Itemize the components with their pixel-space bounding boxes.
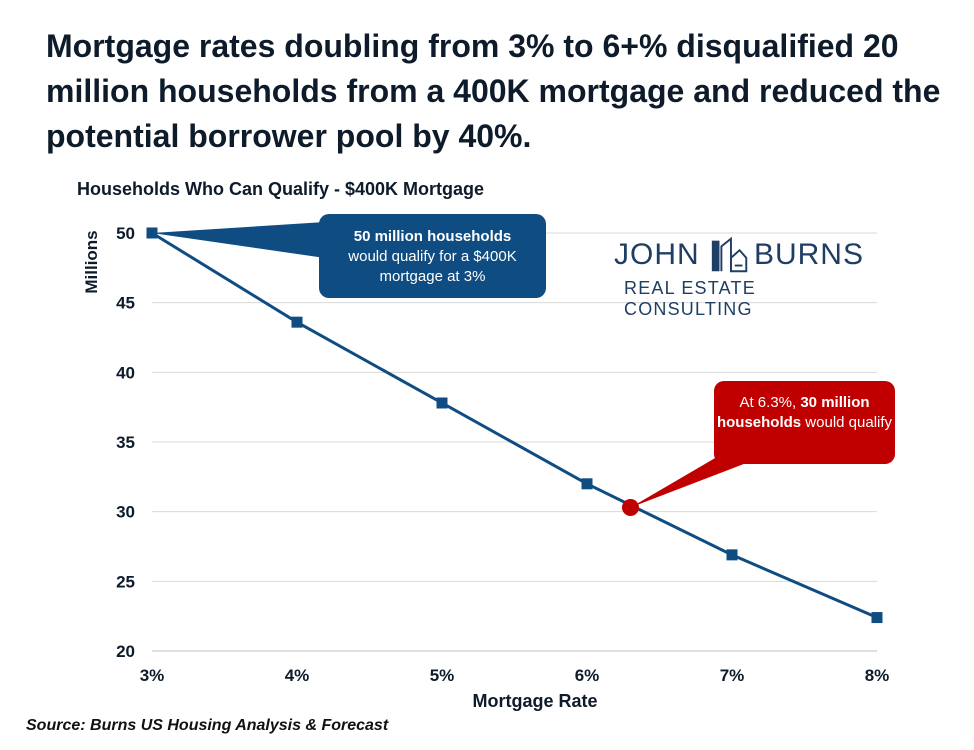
data-point-marker <box>291 316 303 328</box>
y-tick-label: 35 <box>116 433 135 452</box>
callout-50-million: 50 million households would qualify for … <box>319 214 546 298</box>
y-tick-label: 40 <box>116 363 135 382</box>
logo-name: JOHN BURNS <box>614 236 864 274</box>
y-axis-ticks: 20 25 30 35 40 45 50 <box>116 224 135 661</box>
highlight-point-marker <box>622 498 639 516</box>
y-tick-label: 45 <box>116 294 135 313</box>
series-polyline <box>151 231 878 619</box>
red-callout-pointer <box>630 454 770 508</box>
chart-title: Households Who Can Qualify - $400K Mortg… <box>77 179 484 199</box>
callout-red-prefix: At 6.3%, <box>739 394 801 411</box>
x-tick-label: 5% <box>430 666 455 685</box>
x-tick-label: 8% <box>865 666 890 685</box>
y-tick-label: 30 <box>116 503 135 522</box>
data-point-marker <box>146 227 158 239</box>
data-point-marker <box>581 478 593 490</box>
series-line <box>146 227 883 624</box>
data-point-marker <box>726 549 738 561</box>
source-note: Source: Burns US Housing Analysis & Fore… <box>26 717 389 734</box>
x-tick-label: 6% <box>575 666 600 685</box>
logo: JOHN BURNS REAL ESTATE CONSULTING <box>614 232 864 319</box>
x-tick-label: 7% <box>720 666 745 685</box>
callout-red-bold: 30 million households <box>716 394 870 431</box>
data-point-marker <box>871 612 883 624</box>
data-point-marker <box>436 397 448 409</box>
x-tick-label: 4% <box>285 666 310 685</box>
y-axis-label: Millions <box>82 230 101 293</box>
callout-blue-bold: 50 million households <box>353 228 512 245</box>
x-axis-label: Mortgage Rate <box>472 691 597 711</box>
blue-callout-pointer <box>152 222 325 258</box>
logo-name-part2: BURNS <box>753 238 864 271</box>
y-tick-label: 20 <box>116 642 135 661</box>
x-axis-ticks: 3% 4% 5% 6% 7% 8% <box>140 666 890 685</box>
y-tick-label: 25 <box>116 572 135 591</box>
x-tick-label: 3% <box>140 666 165 685</box>
logo-name-part1: JOHN <box>614 238 700 271</box>
callout-30-million: At 6.3%, 30 million households would qua… <box>714 381 895 464</box>
logo-building-icon <box>711 236 748 273</box>
headline: Mortgage rates doubling from 3% to 6+% d… <box>46 28 941 154</box>
callout-red-suffix: would qualify <box>801 414 893 431</box>
callout-blue-text: would qualify for a $400K mortgage at 3% <box>348 248 517 285</box>
y-tick-label: 50 <box>116 224 135 243</box>
logo-subtitle: REAL ESTATE CONSULTING <box>624 278 756 319</box>
